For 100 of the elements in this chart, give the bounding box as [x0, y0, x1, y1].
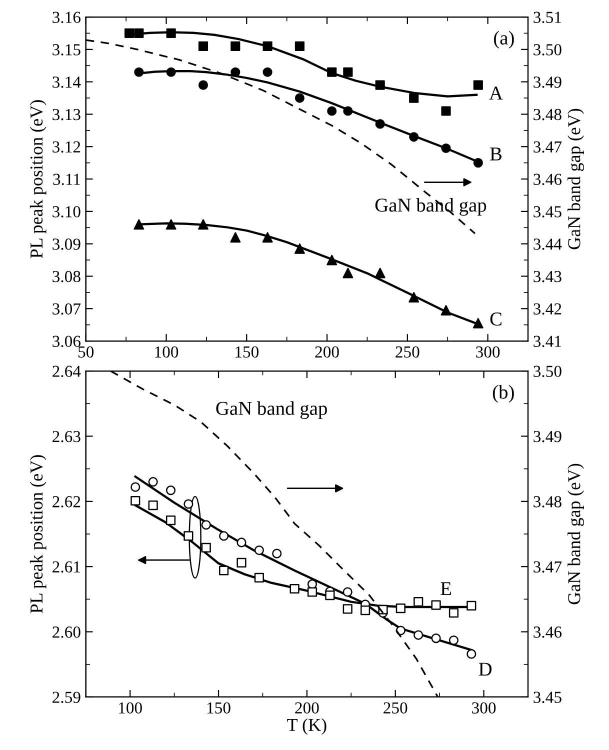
y2-tick-label: 3.49 [534, 430, 562, 442]
point [441, 106, 451, 116]
y-tick-label: 3.06 [52, 336, 81, 348]
point [290, 584, 300, 594]
x-tick-label: 100 [155, 346, 178, 358]
point [448, 608, 459, 618]
series-label: C [490, 312, 502, 326]
point [431, 634, 441, 644]
annotation: (b) [492, 385, 514, 403]
point [414, 597, 424, 607]
y-tick-label: 3.15 [52, 44, 80, 56]
point [343, 67, 353, 77]
point [441, 143, 451, 154]
x-axis-title: T (K) [287, 718, 326, 735]
y-axis-title: PL peak position (eV) [30, 455, 46, 614]
point [230, 41, 240, 51]
point [327, 106, 337, 116]
x-tick-label: 250 [384, 702, 408, 714]
y2-tick-label: 3.42 [534, 303, 562, 315]
x-tick-label: 150 [207, 702, 230, 714]
y-tick-label: 2.60 [52, 626, 80, 638]
series-label: E [440, 582, 451, 596]
y-tick-label: 3.09 [52, 238, 80, 250]
y2-tick-label: 3.45 [534, 206, 562, 218]
y2-tick-label: 3.48 [534, 496, 562, 508]
point [473, 158, 483, 168]
annotation: GaN band gap [216, 401, 327, 419]
series-label: B [490, 148, 502, 160]
y-tick-label: 3.10 [52, 206, 80, 218]
point [466, 600, 476, 610]
point [431, 600, 441, 610]
point [166, 516, 176, 526]
point [294, 41, 304, 51]
y2-tick-label: 3.46 [534, 174, 562, 186]
point [166, 67, 176, 77]
point [166, 28, 176, 38]
x-tick-label: 300 [472, 702, 496, 714]
point [360, 605, 370, 616]
point [374, 268, 386, 278]
point [134, 219, 144, 230]
point [236, 538, 246, 548]
y2-tick-label: 3.49 [534, 76, 562, 88]
point [230, 67, 240, 77]
y-tick-label: 3.12 [52, 141, 80, 153]
y-tick-label: 2.64 [52, 366, 81, 378]
y-tick-label: 2.59 [52, 692, 80, 703]
y-tick-label: 2.63 [52, 430, 80, 442]
point [326, 254, 338, 266]
y2-tick-label: 3.47 [534, 141, 562, 153]
point [473, 80, 483, 90]
series-label: A [489, 86, 503, 100]
y2-tick-label: 3.47 [534, 561, 562, 573]
y2-tick-label: 3.51 [534, 12, 562, 24]
point [219, 531, 229, 541]
point [166, 219, 176, 230]
point [327, 67, 337, 77]
y2-tick-label: 3.50 [534, 44, 562, 56]
x-tick-label: 100 [119, 702, 142, 714]
point [236, 558, 246, 568]
series-label: D [478, 662, 492, 676]
point [148, 477, 158, 487]
point [466, 649, 476, 659]
point [408, 292, 420, 303]
point [130, 482, 140, 492]
point [184, 531, 194, 541]
y2-tick-label: 3.41 [534, 336, 562, 348]
point [440, 305, 452, 316]
point [396, 604, 406, 614]
x-tick-label: 150 [236, 346, 259, 358]
point [134, 67, 144, 77]
point [409, 132, 419, 142]
point [342, 604, 352, 614]
y-tick-label: 3.13 [52, 108, 80, 120]
point [272, 548, 282, 558]
point [294, 93, 304, 103]
y-tick-label: 2.62 [52, 496, 80, 508]
y2-tick-label: 3.48 [534, 108, 562, 120]
x-tick-label: 250 [396, 346, 420, 358]
point [254, 572, 264, 582]
y-tick-label: 3.11 [53, 174, 80, 186]
point [342, 587, 352, 597]
y-tick-label: 3.08 [52, 270, 80, 282]
point [343, 106, 353, 116]
point [148, 500, 158, 510]
y2-tick-label: 3.44 [534, 238, 562, 250]
annotation: GaN band gap [375, 198, 486, 216]
x-tick-label: 50 [78, 346, 94, 358]
point [201, 520, 211, 530]
y-axis-title: PL peak position (eV) [30, 100, 46, 258]
x-tick-label: 300 [476, 346, 500, 358]
point [219, 566, 229, 576]
point [230, 232, 241, 243]
y-tick-label: 3.07 [52, 303, 81, 315]
y-tick-label: 2.61 [52, 561, 80, 573]
point [201, 542, 211, 552]
annotation: (a) [494, 30, 514, 49]
point [254, 546, 264, 556]
point [472, 318, 484, 328]
point [414, 630, 424, 640]
x-tick-label: 200 [295, 702, 319, 714]
